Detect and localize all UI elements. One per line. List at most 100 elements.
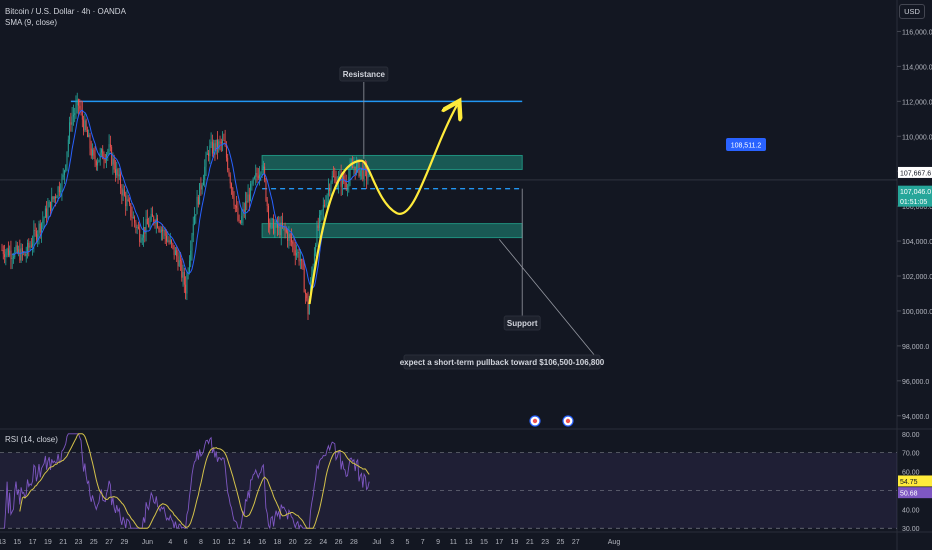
candle-body <box>101 149 102 153</box>
candle-body <box>64 170 65 175</box>
candle-body <box>9 250 11 256</box>
candle-body <box>357 161 359 164</box>
current-price-badge: 107,046.0 <box>900 189 931 196</box>
candle-body <box>95 161 97 166</box>
candle-body <box>265 179 267 200</box>
candle-body <box>29 245 31 248</box>
candle-body <box>32 243 34 247</box>
candle-body <box>145 219 147 234</box>
candle-body <box>39 223 41 233</box>
candle-body <box>200 183 202 190</box>
target-price-label-box <box>726 138 766 151</box>
candle-body <box>118 174 120 177</box>
candle-body <box>131 216 133 219</box>
candle-body <box>21 248 23 253</box>
price-tick-label: 104,000.0 <box>902 239 932 246</box>
candle-body <box>84 120 86 131</box>
time-tick-label: 7 <box>421 539 425 546</box>
candle-body <box>44 208 46 218</box>
candle-body <box>190 250 192 261</box>
candle-body <box>80 108 82 111</box>
candle-body <box>213 143 215 154</box>
time-tick-label: 23 <box>541 539 549 546</box>
candle-body <box>237 207 239 221</box>
candle-body <box>117 169 119 177</box>
last-price-badge: 107,667.6 <box>900 170 931 177</box>
candle-body <box>222 139 224 144</box>
candle-body <box>83 119 85 131</box>
price-tick-label: 94,000.0 <box>902 414 929 421</box>
candle-body <box>127 199 129 201</box>
rsi-value-badge-box <box>898 475 932 487</box>
candle-body <box>28 242 30 248</box>
candle-body <box>316 225 318 246</box>
candle-body <box>203 179 204 186</box>
candle-body <box>30 245 32 247</box>
candle-body <box>250 183 252 201</box>
candle-body <box>288 234 290 241</box>
candle-body <box>143 227 144 238</box>
candle-body <box>320 211 322 216</box>
price-tick-label: 96,000.0 <box>902 379 929 386</box>
candle-body <box>72 114 74 117</box>
candle-body <box>317 225 319 229</box>
candle-body <box>38 223 40 235</box>
time-tick-label: 28 <box>350 539 358 546</box>
candle-body <box>55 196 56 199</box>
time-tick-label: 19 <box>44 539 52 546</box>
candle-body <box>368 170 370 177</box>
candle-body <box>160 229 162 233</box>
candle-body <box>61 177 63 192</box>
candle-body <box>271 218 273 220</box>
candle-body <box>223 139 225 141</box>
candle-body <box>341 175 343 187</box>
target-price-label: 108,511.2 <box>731 143 762 150</box>
candle-body <box>236 205 238 208</box>
price-tick-label: 112,000.0 <box>902 99 932 106</box>
candle-body <box>192 224 194 236</box>
candle-body <box>115 169 116 176</box>
candle-body <box>15 245 17 251</box>
candle-body <box>18 249 20 253</box>
candle-body <box>16 245 18 253</box>
candle-body <box>362 168 364 180</box>
candle-body <box>339 174 341 177</box>
candle-body <box>172 243 174 246</box>
time-tick-label: 17 <box>29 539 37 546</box>
candle-body <box>363 165 365 180</box>
candle-body <box>166 235 167 242</box>
projection-arrow <box>308 105 458 305</box>
candle-body <box>308 298 310 315</box>
time-tick-label: 9 <box>436 539 440 546</box>
candle-body <box>97 162 99 166</box>
candle-body <box>325 204 327 206</box>
candle-body <box>141 237 143 241</box>
candle-body <box>65 164 67 171</box>
candle-body <box>242 209 244 217</box>
candle-body <box>148 224 150 227</box>
drawings-layer: Resistance Support expect a short-term pul… <box>308 66 766 427</box>
candle-body <box>257 175 259 179</box>
candle-body <box>238 220 240 221</box>
candle-body <box>137 226 139 229</box>
rsi-tick-label: 70.00 <box>902 451 920 458</box>
candle-body <box>208 153 209 157</box>
candle-body <box>90 148 92 156</box>
candle-body <box>66 151 68 165</box>
candle-body <box>356 163 357 174</box>
time-tick-label: 5 <box>405 539 409 546</box>
candle-body <box>112 158 114 165</box>
candle-body <box>126 199 128 207</box>
candle-body <box>201 185 203 190</box>
candle-body <box>301 259 303 261</box>
candle-body <box>130 203 132 217</box>
candle-body <box>233 197 235 206</box>
candle-body <box>70 122 72 125</box>
candle-body <box>225 145 227 158</box>
candle-body <box>305 292 306 294</box>
candle-body <box>41 223 42 233</box>
candle-body <box>335 177 337 187</box>
currency-button[interactable]: USD <box>899 4 925 19</box>
